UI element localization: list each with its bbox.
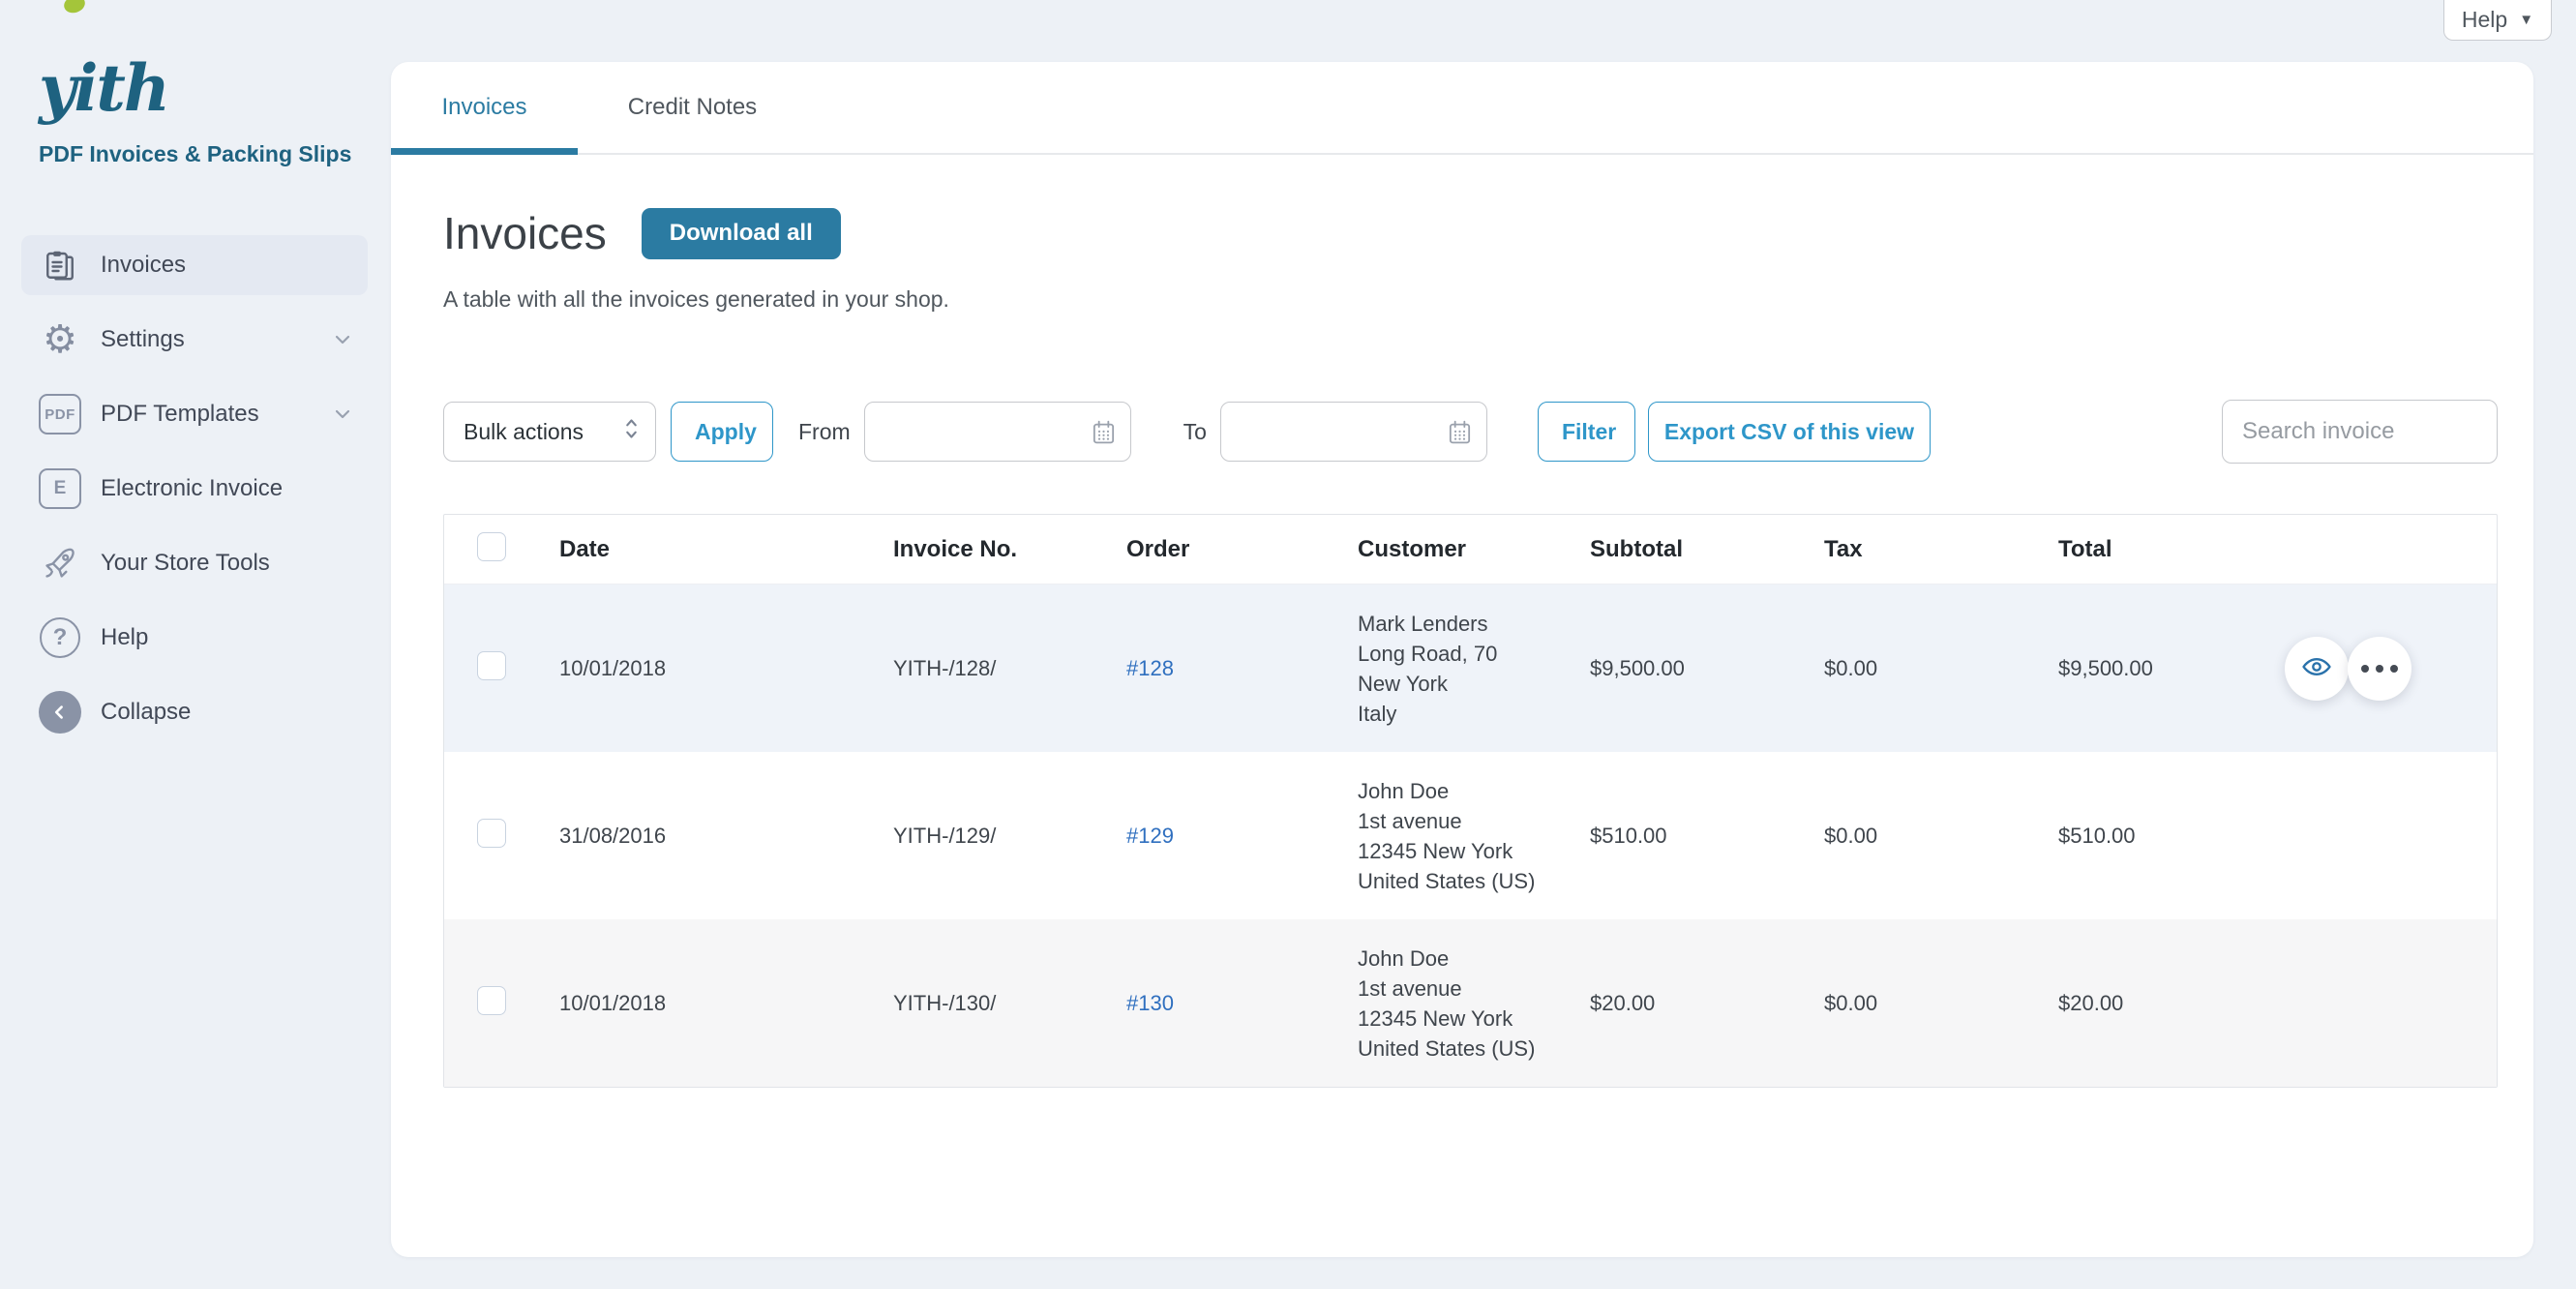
sidebar: yith PDF Invoices & Packing Slips Invoic…	[0, 0, 391, 1289]
tab-credit-notes[interactable]: Credit Notes	[578, 62, 807, 153]
apply-button[interactable]: Apply	[671, 402, 773, 462]
invoices-icon	[39, 248, 81, 283]
invoices-table: Date Invoice No. Order Customer Subtotal…	[443, 514, 2498, 1088]
yith-logo: yith	[39, 0, 391, 126]
cell-date: 10/01/2018	[559, 990, 667, 1015]
filter-button[interactable]: Filter	[1537, 402, 1635, 462]
table-toolbar: Bulk actions Apply From	[443, 400, 2498, 464]
cell-customer: John Doe 1st avenue 12345 New York Unite…	[1358, 945, 1536, 1061]
preview-invoice-button[interactable]	[2285, 636, 2349, 701]
collapse-icon	[39, 691, 81, 734]
sidebar-item-label: PDF Templates	[101, 401, 259, 427]
row-checkbox[interactable]	[477, 819, 506, 848]
sidebar-item-collapse[interactable]: Collapse	[21, 682, 368, 742]
cell-total: $9,500.00	[2058, 655, 2153, 680]
cell-customer: Mark Lenders Long Road, 70 New York Ital…	[1358, 611, 1498, 726]
table-row: 31/08/2016 YITH-/129/ #129 John Doe 1st …	[444, 752, 2497, 919]
sidebar-item-label: Your Store Tools	[101, 550, 270, 576]
cell-tax: $0.00	[1824, 823, 1878, 848]
column-header-order: Order	[1126, 535, 1190, 562]
row-actions	[2285, 636, 2411, 701]
page-title: Invoices	[443, 208, 607, 258]
cell-date: 31/08/2016	[559, 823, 667, 848]
sidebar-item-label: Settings	[101, 326, 185, 352]
sidebar-item-pdf-templates[interactable]: PDF PDF Templates	[21, 384, 368, 444]
bulk-actions-select[interactable]: Bulk actions	[443, 402, 656, 462]
cell-customer: John Doe 1st avenue 12345 New York Unite…	[1358, 778, 1536, 893]
pdf-icon: PDF	[39, 394, 81, 435]
tab-label: Credit Notes	[627, 94, 758, 120]
column-header-subtotal: Subtotal	[1590, 535, 1683, 562]
order-link[interactable]: #130	[1126, 990, 1174, 1015]
yith-logo-green-dot	[61, 0, 88, 15]
column-header-invoice-no: Invoice No.	[893, 535, 1018, 562]
sidebar-item-label: Help	[101, 624, 149, 650]
sidebar-nav: Invoices ⚙ Settings PDF PDF Templates E …	[21, 235, 368, 742]
rocket-icon	[39, 545, 81, 582]
tab-bar: Invoices Credit Notes	[391, 62, 2533, 155]
chevron-down-icon	[331, 328, 354, 351]
chevron-down-icon	[331, 403, 354, 426]
column-header-date: Date	[559, 535, 611, 562]
to-label: To	[1183, 418, 1207, 444]
tab-label: Invoices	[441, 94, 527, 120]
sidebar-item-electronic-invoice[interactable]: E Electronic Invoice	[21, 459, 368, 519]
table-row: 10/01/2018 YITH-/128/ #128 Mark Lenders …	[444, 585, 2497, 752]
sidebar-item-your-store-tools[interactable]: Your Store Tools	[21, 533, 368, 593]
sidebar-item-label: Electronic Invoice	[101, 475, 284, 501]
export-csv-button[interactable]: Export CSV of this view	[1647, 402, 1931, 462]
help-dropdown-button[interactable]: Help ▼	[2443, 0, 2552, 41]
download-all-button[interactable]: Download all	[641, 207, 841, 259]
from-date-input[interactable]	[863, 402, 1131, 462]
to-date-input[interactable]	[1219, 402, 1487, 462]
sidebar-item-settings[interactable]: ⚙ Settings	[21, 310, 368, 370]
plugin-name: PDF Invoices & Packing Slips	[39, 141, 352, 166]
table-row: 10/01/2018 YITH-/130/ #130 John Doe 1st …	[444, 919, 2497, 1087]
column-header-total: Total	[2058, 535, 2112, 562]
column-header-customer: Customer	[1358, 535, 1467, 562]
order-link[interactable]: #128	[1126, 655, 1174, 680]
cell-tax: $0.00	[1824, 990, 1878, 1015]
sidebar-item-help[interactable]: ? Help	[21, 608, 368, 668]
electronic-invoice-icon: E	[39, 468, 81, 509]
caret-down-icon: ▼	[2519, 12, 2534, 28]
bulk-actions-selected-value: Bulk actions	[464, 418, 584, 444]
select-updown-icon	[623, 415, 640, 448]
cell-subtotal: $20.00	[1590, 990, 1656, 1015]
main-panel: Invoices Credit Notes Invoices Download …	[391, 62, 2533, 1257]
cell-tax: $0.00	[1824, 655, 1878, 680]
ellipsis-icon	[2361, 664, 2398, 673]
row-checkbox[interactable]	[477, 651, 506, 680]
cell-invoice-no: YITH-/128/	[893, 655, 997, 680]
page-description: A table with all the invoices generated …	[443, 286, 949, 312]
cell-total: $20.00	[2058, 990, 2124, 1015]
gear-icon: ⚙	[43, 317, 77, 362]
sidebar-item-invoices[interactable]: Invoices	[21, 235, 368, 295]
row-checkbox[interactable]	[477, 986, 506, 1015]
cell-invoice-no: YITH-/130/	[893, 990, 997, 1015]
yith-logo-wordmark: yith	[39, 50, 170, 126]
sidebar-item-label: Invoices	[101, 252, 187, 278]
help-dropdown-label: Help	[2461, 7, 2508, 32]
cell-invoice-no: YITH-/129/	[893, 823, 997, 848]
cell-total: $510.00	[2058, 823, 2136, 848]
eye-icon	[2300, 650, 2333, 686]
column-header-tax: Tax	[1824, 535, 1863, 562]
to-date-wrap	[1219, 402, 1487, 462]
select-all-checkbox[interactable]	[477, 532, 506, 561]
cell-date: 10/01/2018	[559, 655, 667, 680]
sidebar-item-label: Collapse	[101, 699, 192, 725]
cell-subtotal: $510.00	[1590, 823, 1667, 848]
tab-invoices[interactable]: Invoices	[391, 62, 578, 155]
cell-subtotal: $9,500.00	[1590, 655, 1685, 680]
table-header-row: Date Invoice No. Order Customer Subtotal…	[444, 515, 2497, 585]
from-label: From	[798, 418, 851, 444]
from-date-wrap	[863, 402, 1131, 462]
question-icon: ?	[39, 617, 81, 658]
search-input[interactable]	[2222, 400, 2498, 464]
more-actions-button[interactable]	[2348, 636, 2411, 701]
order-link[interactable]: #129	[1126, 823, 1174, 848]
